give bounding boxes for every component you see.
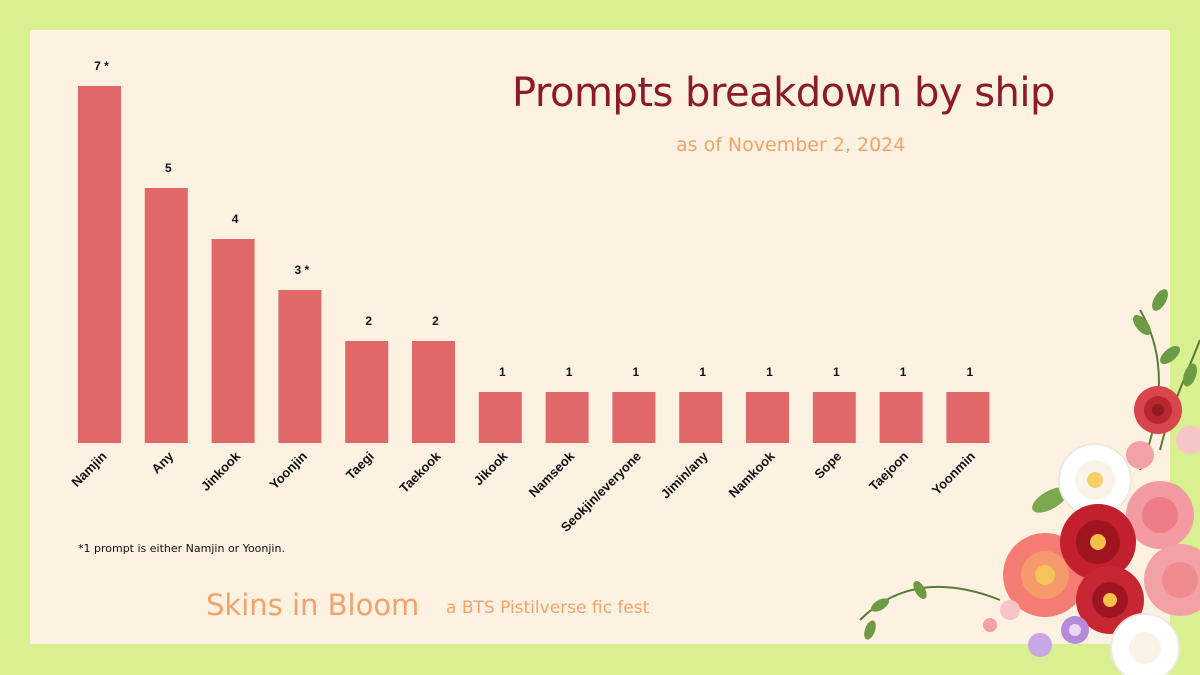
flower-bouquet-decoration <box>859 289 1200 675</box>
category-label: Namjin <box>68 448 109 489</box>
data-label: 1 <box>566 365 573 379</box>
brand-name: Skins in Bloom <box>206 588 420 622</box>
bar-jinkook <box>211 239 255 443</box>
bar-taekook <box>412 341 455 443</box>
data-label: 1 <box>633 365 640 379</box>
category-label: Taegi <box>343 449 377 483</box>
data-label: 1 <box>967 365 974 379</box>
category-label: Namseok <box>526 448 578 500</box>
data-label: 1 <box>900 365 907 379</box>
data-label: 3 * <box>295 263 310 277</box>
data-label: 1 <box>499 365 506 379</box>
bar-jikook <box>478 392 522 443</box>
bar-namseok <box>545 392 589 443</box>
data-label: 5 <box>165 161 172 175</box>
bar-any <box>144 188 188 443</box>
footnote: *1 prompt is either Namjin or Yoonjin. <box>78 542 285 555</box>
data-label: 1 <box>766 365 773 379</box>
bar-namjin <box>78 86 121 443</box>
category-label: Taekook <box>396 448 444 496</box>
bar-namkook <box>746 392 789 443</box>
category-label: Yoonjin <box>266 448 310 492</box>
data-label: 7 * <box>94 59 109 73</box>
category-label: Jimin/any <box>658 448 712 502</box>
bar-sope <box>812 392 856 443</box>
bar-taejoon <box>879 392 923 443</box>
bar-taegi <box>345 341 389 443</box>
category-label: Namkook <box>726 448 779 501</box>
data-label: 1 <box>833 365 840 379</box>
bar-seokjin-everyone <box>612 392 656 443</box>
category-label: Any <box>148 448 177 477</box>
category-label: Jikook <box>471 448 511 488</box>
bar-jimin-any <box>679 392 723 443</box>
brand-tagline: a BTS Pistilverse fic fest <box>446 598 650 618</box>
data-label: 1 <box>699 365 706 379</box>
bar-yoonjin <box>278 290 322 443</box>
data-label: 2 <box>365 314 372 328</box>
data-label: 2 <box>432 314 439 328</box>
category-label: Jinkook <box>198 448 244 494</box>
bar-yoonmin <box>946 392 990 443</box>
chart-subtitle: as of November 2, 2024 <box>676 134 906 156</box>
data-label: 4 <box>232 212 239 226</box>
chart-title: Prompts breakdown by ship <box>512 70 1055 116</box>
